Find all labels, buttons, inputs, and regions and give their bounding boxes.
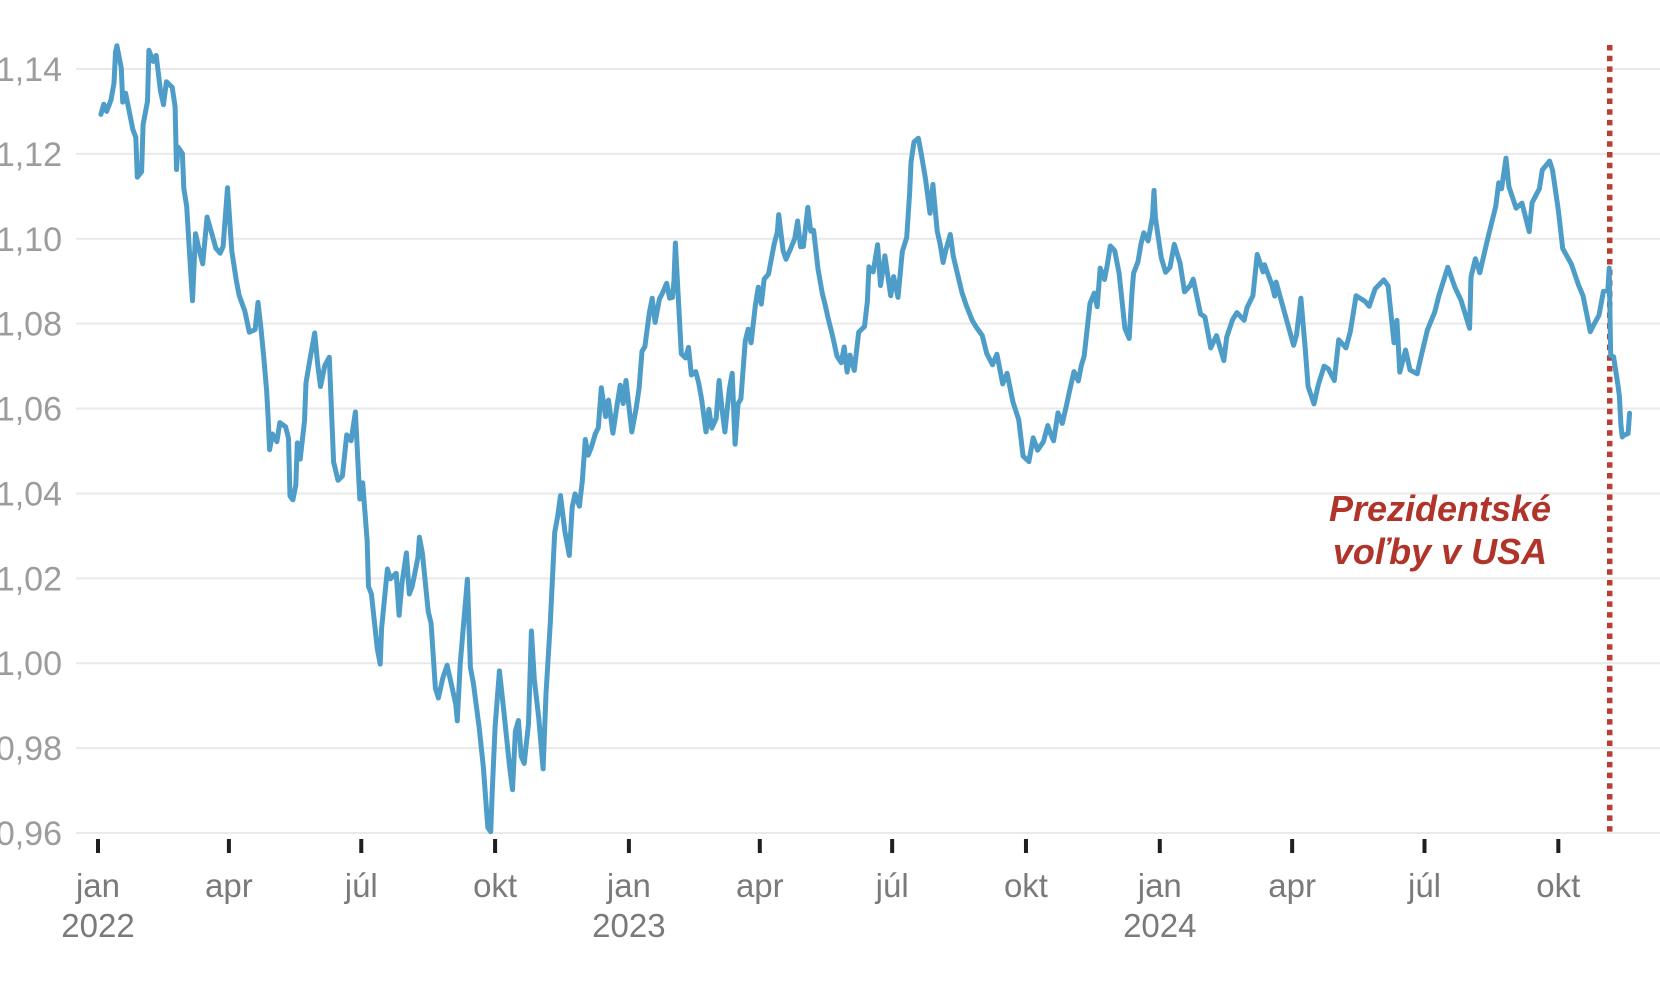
- y-tick-label: 0,96: [0, 815, 62, 853]
- y-tick-label: 1,06: [0, 391, 62, 429]
- x-tick-label: júl: [1407, 867, 1441, 904]
- y-tick-label: 1,08: [0, 306, 62, 344]
- y-tick-label: 1,00: [0, 645, 62, 683]
- x-tick-label: apr: [1268, 867, 1316, 904]
- series-line: [98, 43, 1633, 835]
- x-tick-label: okt: [1004, 867, 1048, 904]
- x-tick-label: júl: [344, 867, 378, 904]
- x-tick-label: okt: [1536, 867, 1580, 904]
- annotation-line-2: voľby v USA: [1332, 531, 1548, 572]
- y-tick-label: 0,98: [0, 730, 62, 768]
- x-year-label: 2022: [61, 907, 134, 944]
- y-tick-label: 1,04: [0, 475, 62, 513]
- annotation-line-1: Prezidentské: [1328, 488, 1552, 529]
- x-tick-label: júl: [875, 867, 909, 904]
- y-tick-label: 1,12: [0, 136, 62, 174]
- x-tick-label: jan: [606, 867, 651, 904]
- y-tick-label: 1,10: [0, 221, 62, 259]
- x-tick-label: apr: [736, 867, 784, 904]
- x-year-label: 2024: [1123, 907, 1196, 944]
- x-tick-label: okt: [473, 867, 517, 904]
- y-tick-label: 1,02: [0, 560, 62, 598]
- y-tick-label: 1,14: [0, 51, 62, 89]
- x-tick-label: jan: [1137, 867, 1182, 904]
- x-tick-label: jan: [75, 867, 120, 904]
- x-tick-label: apr: [205, 867, 253, 904]
- x-year-label: 2023: [592, 907, 665, 944]
- event-annotation: Prezidentské voľby v USA: [1329, 487, 1551, 573]
